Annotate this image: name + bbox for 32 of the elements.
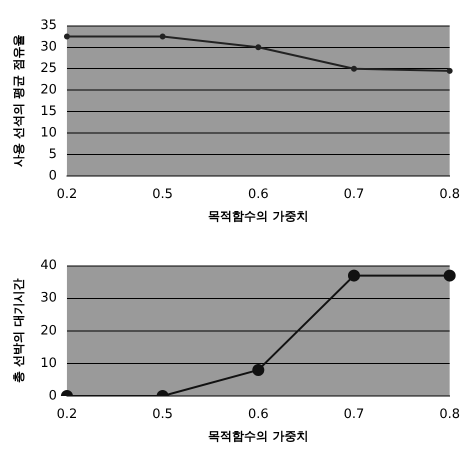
x-tick-label: 0.5: [152, 407, 173, 422]
y-tick-label: 25: [40, 61, 57, 76]
y-axis-title: 사용 선석의 평균 점유율: [11, 34, 26, 168]
y-tick-label: 30: [40, 290, 57, 306]
x-tick-label: 0.6: [248, 407, 269, 422]
x-axis-title: 목적함수의 가중치: [208, 208, 308, 223]
y-tick-label: 20: [40, 82, 57, 98]
y-tick-label: 5: [48, 146, 57, 162]
y-tick-label: 10: [40, 125, 57, 140]
x-tick-label: 0.8: [439, 187, 460, 202]
x-tick-label: 0.2: [56, 407, 78, 422]
y-axis-title: 총 선박의 대기시간: [11, 278, 26, 384]
point: [446, 68, 453, 74]
y-tick-label: 0: [48, 388, 57, 404]
y-tick-label: 10: [40, 356, 57, 371]
x-tick-label: 0.2: [56, 187, 78, 202]
x-tick-label: 0.7: [344, 187, 364, 202]
x-tick-label: 0.5: [152, 187, 173, 202]
x-tick-label: 0.6: [248, 187, 269, 202]
y-tick-label: 35: [40, 18, 57, 34]
y-tick-label: 20: [40, 323, 57, 338]
point: [64, 34, 70, 40]
point: [255, 44, 262, 50]
x-tick-label: 0.8: [439, 407, 460, 422]
point: [160, 34, 166, 40]
point: [350, 66, 357, 72]
y-tick-label: 40: [40, 258, 57, 274]
x-axis-title: 목적함수의 가중치: [208, 428, 308, 443]
y-tick-label: 30: [40, 40, 57, 55]
x-tick-label: 0.7: [344, 407, 364, 422]
y-tick-label: 0: [48, 168, 57, 184]
y-tick-label: 15: [40, 104, 57, 120]
